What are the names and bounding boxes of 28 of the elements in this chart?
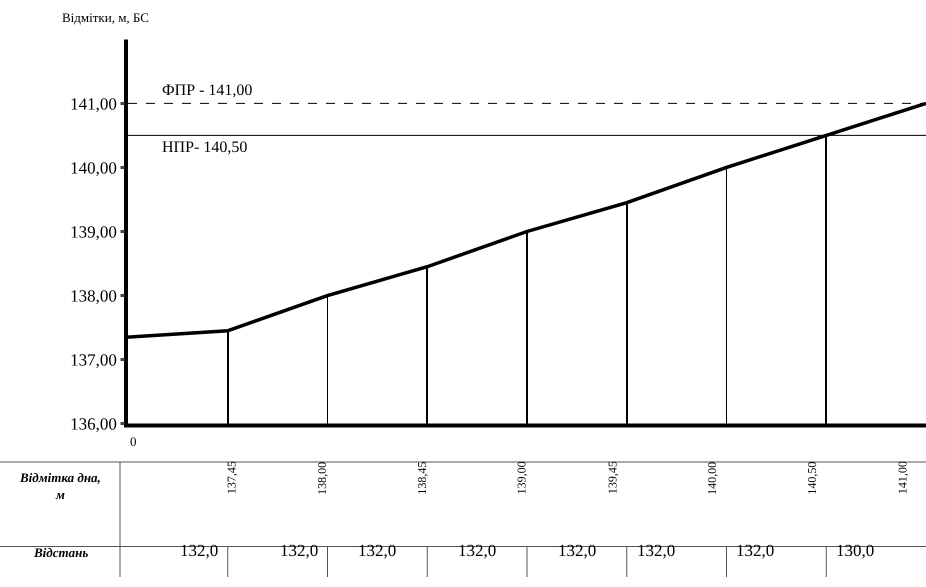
text: 132,0 <box>736 541 774 560</box>
text: Відмітка дна, м <box>19 470 101 502</box>
text: 0 <box>130 434 136 449</box>
text: Відстань <box>33 545 88 560</box>
text: 132,0 <box>458 541 496 560</box>
text: 132,0 <box>358 541 396 560</box>
text: 132,0 <box>637 541 676 560</box>
y-tick-label: 139,00 <box>70 222 117 242</box>
ref-line-label: ФПР - 141,00 <box>162 82 252 99</box>
data-label: 139,00 <box>514 461 529 494</box>
y-tick-label: 141,00 <box>70 94 117 114</box>
text: 132,0 <box>180 541 218 560</box>
text: 130,0 <box>836 541 874 560</box>
ref-line-label: НПР- 140,50 <box>162 139 248 156</box>
y-tick-label: 136,00 <box>70 414 117 434</box>
data-label: 140,00 <box>705 462 720 495</box>
data-label: 137,45 <box>224 461 238 494</box>
data-label: 139,45 <box>605 461 620 494</box>
text: 132,0 <box>280 541 318 560</box>
y-tick-label: 137,00 <box>70 350 117 370</box>
text: 132,0 <box>558 541 596 560</box>
y-tick-label: 140,00 <box>70 158 117 178</box>
y-tick-label: 138,00 <box>70 286 117 306</box>
data-label: 138,00 <box>315 462 330 495</box>
data-label: 140,50 <box>804 462 819 495</box>
y-axis-title: Відмітки, м, БС <box>62 10 149 25</box>
data-label: 138,45 <box>414 462 429 495</box>
data-label: 141,00 <box>895 461 910 494</box>
